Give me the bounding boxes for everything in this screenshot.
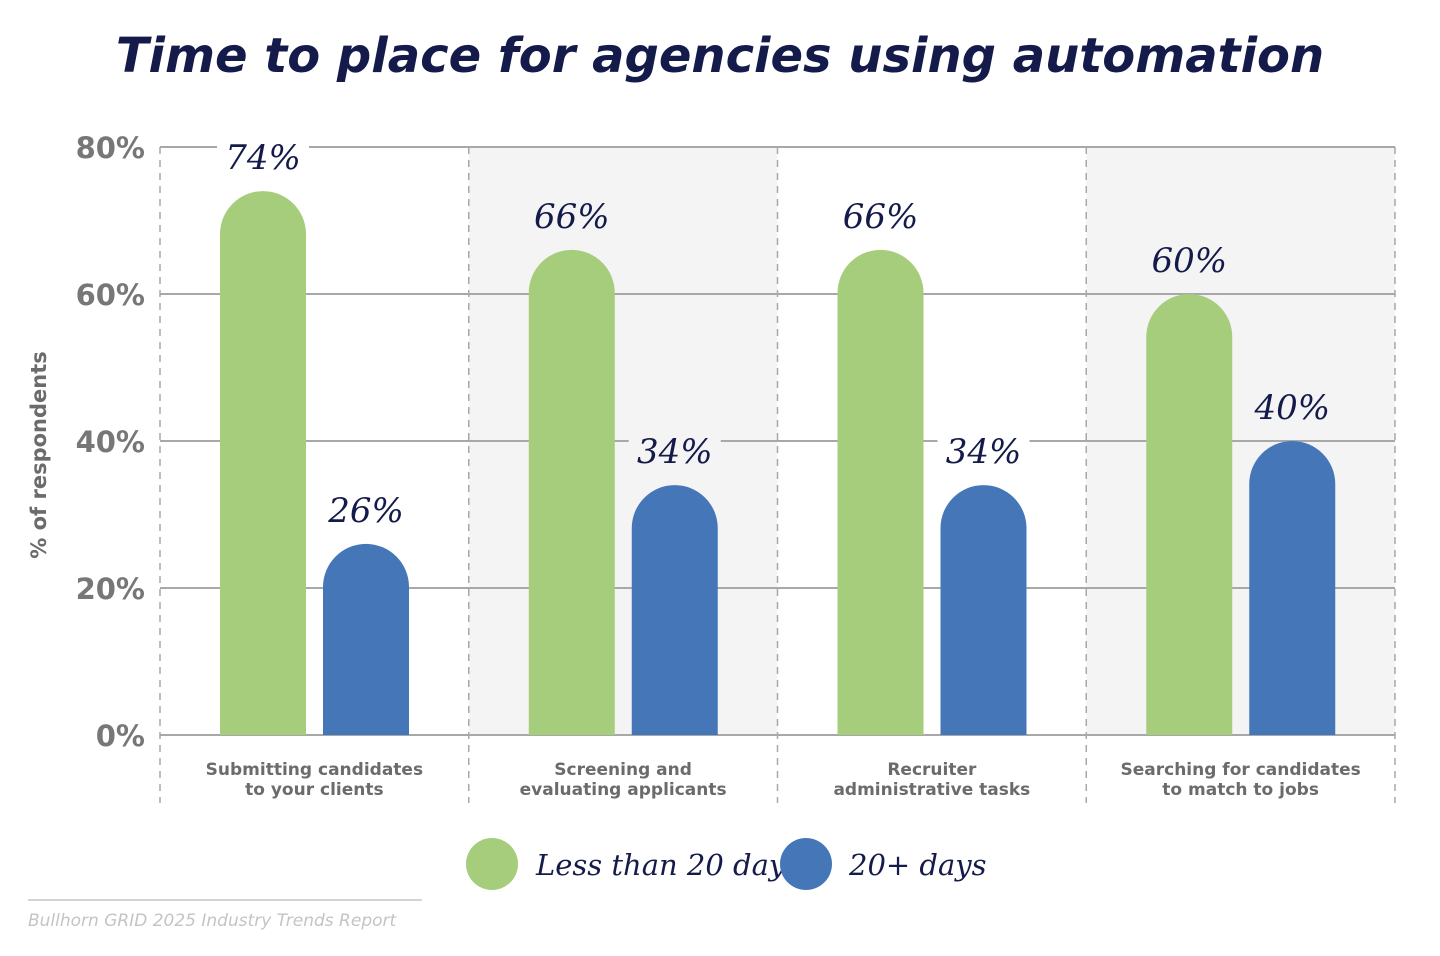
- value-label: 66%: [534, 197, 610, 237]
- source-note: Bullhorn GRID 2025 Industry Trends Repor…: [28, 911, 397, 931]
- category-label: administrative tasks: [833, 780, 1030, 800]
- y-tick-label: 40%: [76, 425, 145, 459]
- value-label-background: [628, 433, 721, 474]
- value-label: 74%: [225, 138, 301, 178]
- bar-20-plus-days: [940, 485, 1027, 735]
- category-label: Recruiter: [887, 760, 977, 780]
- value-label-background: [834, 197, 927, 238]
- bar-less-than-20-days: [220, 191, 306, 736]
- category-label: to your clients: [245, 780, 384, 800]
- category-label: Screening and: [554, 760, 692, 780]
- legend-label: 20+ days: [848, 848, 987, 882]
- value-label: 66%: [843, 197, 919, 237]
- category-label: Submitting candidates: [206, 760, 423, 780]
- value-label-background: [937, 433, 1030, 474]
- value-label: 40%: [1253, 388, 1330, 428]
- bar-less-than-20-days: [1146, 294, 1233, 735]
- bar-less-than-20-days: [528, 249, 615, 735]
- value-label: 60%: [1151, 241, 1227, 281]
- value-label: 34%: [946, 432, 1022, 472]
- y-tick-label: 0%: [96, 719, 145, 753]
- legend-label: Less than 20 days: [535, 848, 800, 882]
- bar-20-plus-days: [1249, 441, 1336, 735]
- value-label-background: [320, 491, 412, 532]
- value-label-background: [217, 139, 309, 180]
- legend-swatch-less-than-20-days: [466, 838, 518, 890]
- y-tick-label: 60%: [76, 278, 145, 312]
- value-label: 34%: [637, 432, 713, 472]
- value-label-background: [1246, 389, 1339, 429]
- value-label-background: [1143, 242, 1236, 282]
- bar-20-plus-days: [323, 543, 409, 735]
- source-divider: [28, 899, 422, 901]
- category-label: Searching for candidates: [1120, 760, 1360, 780]
- bar-20-plus-days: [631, 485, 718, 735]
- bar-less-than-20-days: [837, 249, 924, 735]
- y-axis-label: % of respondents: [27, 351, 51, 559]
- value-label-background: [525, 197, 618, 238]
- legend-swatch-20-plus-days: [780, 838, 832, 890]
- category-label: evaluating applicants: [520, 780, 727, 800]
- y-tick-label: 20%: [76, 572, 145, 606]
- category-label: to match to jobs: [1162, 780, 1319, 800]
- y-tick-label: 80%: [76, 131, 145, 165]
- chart-title: Time to place for agencies using automat…: [115, 28, 1325, 84]
- value-label: 26%: [327, 491, 404, 531]
